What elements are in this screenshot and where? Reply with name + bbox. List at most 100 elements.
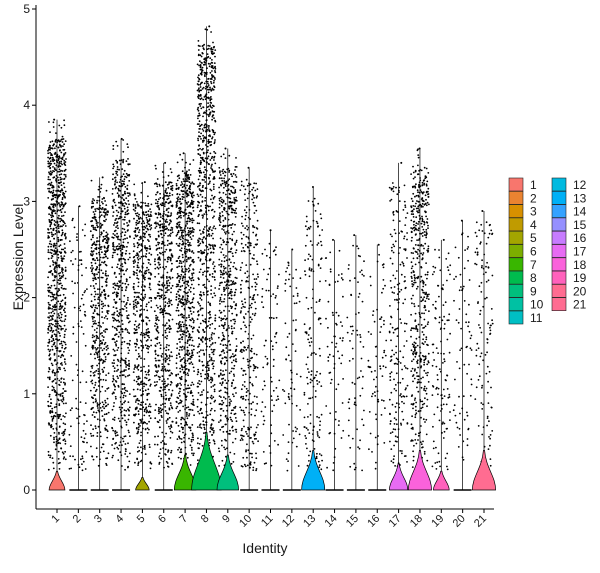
data-point: [140, 370, 142, 372]
data-point: [72, 455, 74, 457]
data-point: [235, 252, 237, 254]
data-point: [117, 249, 119, 251]
data-point: [96, 456, 98, 458]
data-point: [214, 56, 216, 58]
data-point: [200, 339, 202, 341]
data-point: [115, 205, 117, 207]
data-point: [85, 402, 87, 404]
data-point: [127, 347, 129, 349]
data-point: [124, 283, 126, 285]
data-point: [233, 395, 235, 397]
data-point: [55, 309, 57, 311]
data-point: [166, 344, 168, 346]
data-point: [92, 280, 94, 282]
data-point: [48, 213, 50, 215]
data-point: [125, 360, 127, 362]
data-point: [59, 368, 61, 370]
data-point: [136, 376, 138, 378]
data-point: [180, 448, 182, 450]
data-point: [186, 415, 188, 417]
data-point: [209, 356, 211, 358]
data-point: [203, 432, 205, 434]
data-point: [233, 301, 235, 303]
data-point: [100, 277, 102, 279]
data-point: [202, 420, 204, 422]
data-point: [166, 287, 168, 289]
data-point: [63, 458, 65, 460]
data-point: [170, 260, 172, 262]
data-point: [113, 405, 115, 407]
data-point: [102, 198, 104, 200]
data-point: [91, 265, 93, 267]
data-point: [166, 420, 168, 422]
data-point: [223, 310, 225, 312]
data-point: [145, 334, 147, 336]
data-point: [180, 384, 182, 386]
data-point: [59, 335, 61, 337]
data-point: [54, 373, 56, 375]
data-point: [209, 88, 211, 90]
data-point: [154, 268, 156, 270]
data-point: [65, 363, 67, 365]
data-point: [208, 301, 210, 303]
data-point: [54, 379, 56, 381]
data-point: [172, 277, 174, 279]
data-point: [178, 265, 180, 267]
data-point: [210, 153, 212, 155]
data-point: [146, 423, 148, 425]
data-point: [160, 387, 162, 389]
data-point: [148, 205, 150, 207]
data-point: [112, 338, 114, 340]
data-point: [182, 198, 184, 200]
data-point: [51, 182, 53, 184]
data-point: [185, 380, 187, 382]
data-point: [47, 235, 49, 237]
data-point: [148, 252, 150, 254]
data-point: [142, 393, 144, 395]
data-point: [202, 196, 204, 198]
data-point: [160, 442, 162, 444]
data-point: [189, 204, 191, 206]
data-point: [186, 185, 188, 187]
data-point: [58, 315, 60, 317]
data-point: [141, 182, 143, 184]
data-point: [127, 284, 129, 286]
data-point: [142, 401, 144, 403]
data-point: [163, 347, 165, 349]
data-point: [137, 212, 139, 214]
data-point: [134, 324, 136, 326]
data-point: [57, 323, 59, 325]
data-point: [105, 214, 107, 216]
data-point: [208, 267, 210, 269]
data-point: [122, 248, 124, 250]
data-point: [114, 448, 116, 450]
data-point: [107, 275, 109, 277]
data-point: [129, 236, 131, 238]
data-point: [58, 241, 60, 243]
data-point: [116, 162, 118, 164]
data-point: [199, 260, 201, 262]
data-point: [60, 317, 62, 319]
data-point: [146, 250, 148, 252]
data-point: [182, 211, 184, 213]
data-point: [214, 401, 216, 403]
data-point: [184, 404, 186, 406]
data-point: [209, 114, 211, 116]
data-point: [182, 243, 184, 245]
data-point: [56, 302, 58, 304]
data-point: [154, 276, 156, 278]
data-point: [226, 273, 228, 275]
data-point: [126, 143, 128, 145]
data-point: [106, 214, 108, 216]
data-point: [61, 188, 63, 190]
data-point: [214, 276, 216, 278]
data-point: [149, 403, 151, 405]
data-point: [129, 407, 131, 409]
data-point: [127, 442, 129, 444]
data-point: [48, 176, 50, 178]
data-point: [63, 153, 65, 155]
data-point: [55, 262, 57, 264]
data-point: [192, 328, 194, 330]
data-point: [100, 326, 102, 328]
data-point: [49, 411, 51, 413]
